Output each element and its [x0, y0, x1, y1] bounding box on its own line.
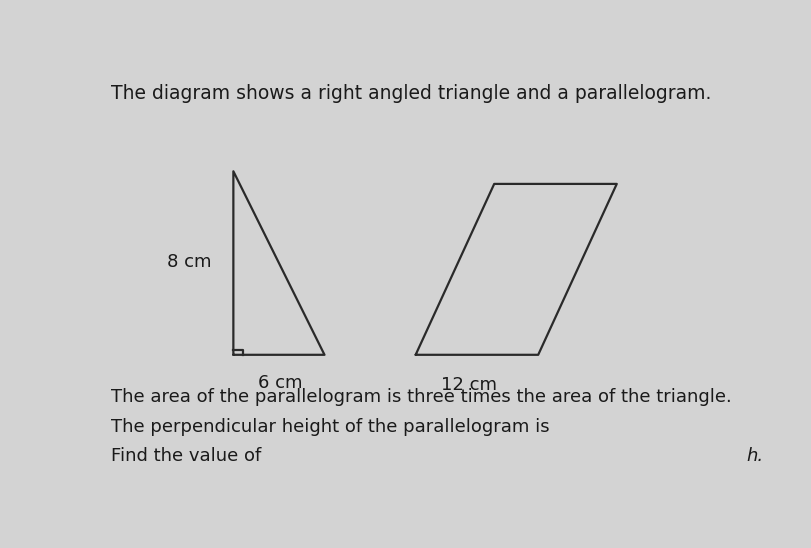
Text: 8 cm: 8 cm — [167, 253, 212, 271]
Text: Find the value of: Find the value of — [111, 447, 267, 465]
Text: 12 cm: 12 cm — [441, 376, 497, 394]
Text: The area of the parallelogram is three times the area of the triangle.: The area of the parallelogram is three t… — [111, 388, 732, 406]
Text: h.: h. — [746, 447, 763, 465]
Text: 6 cm: 6 cm — [258, 374, 303, 392]
Text: The diagram shows a right angled triangle and a parallelogram.: The diagram shows a right angled triangl… — [111, 84, 711, 102]
Text: The perpendicular height of the parallelogram is: The perpendicular height of the parallel… — [111, 418, 556, 436]
